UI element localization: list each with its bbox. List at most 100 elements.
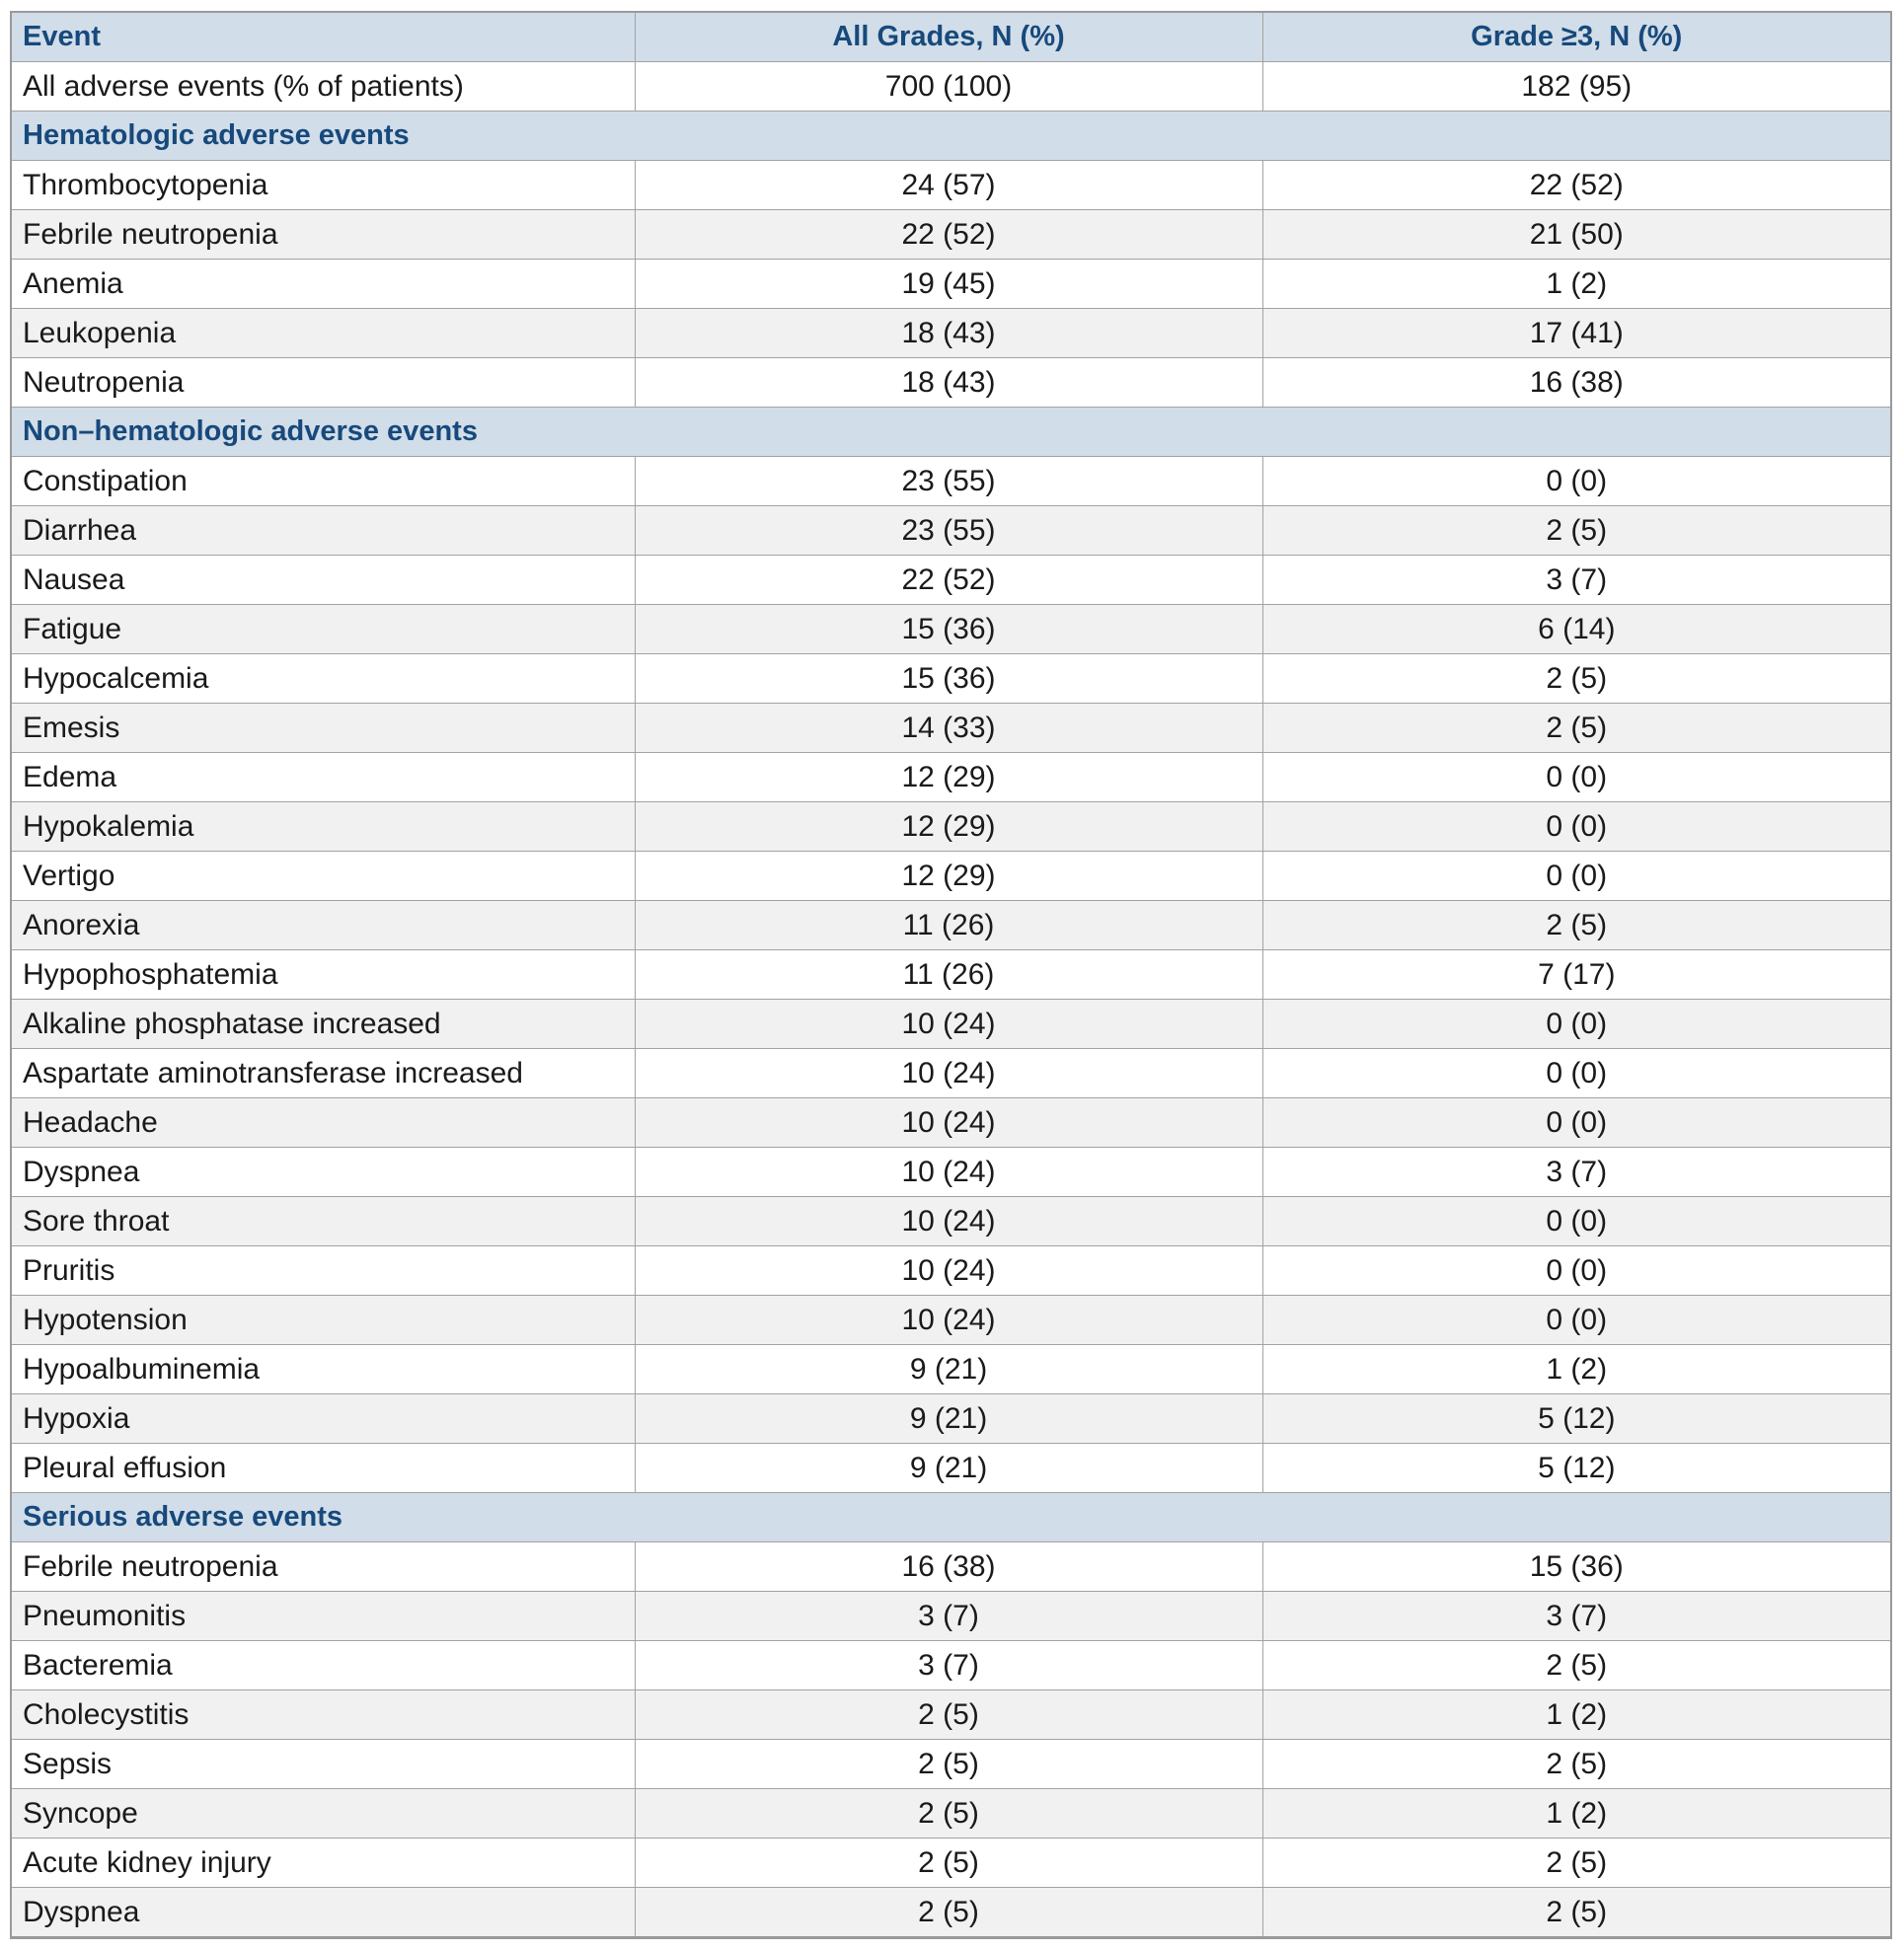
table-row: Cholecystitis 2 (5) 1 (2) — [11, 1689, 1891, 1740]
event-cell: Dyspnea — [11, 1887, 635, 1938]
event-cell: Sepsis — [11, 1739, 635, 1789]
all-grades-cell: 2 (5) — [634, 1689, 1262, 1740]
table-row: Febrile neutropenia 16 (38) 15 (36) — [11, 1541, 1891, 1592]
grade3-cell: 3 (7) — [1261, 555, 1891, 605]
event-cell: Nausea — [11, 555, 635, 605]
table-row: All adverse events (% of patients) 700 (1… — [11, 61, 1891, 112]
all-grades-cell: 12 (29) — [634, 752, 1262, 802]
grade3-cell: 7 (17) — [1261, 949, 1891, 1000]
table-row: Dyspnea 10 (24) 3 (7) — [11, 1147, 1891, 1197]
all-grades-cell: 16 (38) — [634, 1541, 1262, 1592]
table-row: Alkaline phosphatase increased 10 (24) 0 (… — [11, 999, 1891, 1049]
table-row: Pruritis 10 (24) 0 (0) — [11, 1245, 1891, 1296]
event-cell: Vertigo — [11, 851, 635, 901]
all-grades-cell: 10 (24) — [634, 1147, 1262, 1197]
table-row: Emesis 14 (33) 2 (5) — [11, 703, 1891, 753]
all-grades-cell: 14 (33) — [634, 703, 1262, 753]
event-cell: Thrombocytopenia — [11, 160, 635, 210]
grade3-cell: 2 (5) — [1261, 1739, 1891, 1789]
grade3-cell: 0 (0) — [1261, 752, 1891, 802]
table-row: Vertigo 12 (29) 0 (0) — [11, 851, 1891, 901]
grade3-cell: 1 (2) — [1261, 1788, 1891, 1838]
event-cell: Aspartate aminotransferase increased — [11, 1048, 635, 1098]
grade3-cell: 2 (5) — [1261, 1838, 1891, 1888]
event-cell: Sore throat — [11, 1196, 635, 1246]
all-grades-cell: 10 (24) — [634, 1097, 1262, 1148]
all-grades-cell: 22 (52) — [634, 555, 1262, 605]
all-grades-cell: 9 (21) — [634, 1393, 1262, 1444]
grade3-cell: 1 (2) — [1261, 1689, 1891, 1740]
grade3-cell: 22 (52) — [1261, 160, 1891, 210]
table-row: Hypocalcemia 15 (36) 2 (5) — [11, 653, 1891, 704]
all-grades-cell: 2 (5) — [634, 1887, 1262, 1938]
all-grades-cell: 15 (36) — [634, 653, 1262, 704]
grade3-cell: 3 (7) — [1261, 1147, 1891, 1197]
grade3-cell: 6 (14) — [1261, 604, 1891, 654]
all-grades-cell: 22 (52) — [634, 209, 1262, 260]
section-title: Hematologic adverse events — [11, 111, 1891, 161]
table-row: Sore throat 10 (24) 0 (0) — [11, 1196, 1891, 1246]
event-cell: Neutropenia — [11, 357, 635, 408]
all-grades-cell: 18 (43) — [634, 308, 1262, 358]
all-grades-cell: 15 (36) — [634, 604, 1262, 654]
table-header-row: Event All Grades, N (%) Grade ≥3, N (%) — [11, 11, 1891, 62]
all-grades-cell: 12 (29) — [634, 851, 1262, 901]
event-cell: All adverse events (% of patients) — [11, 61, 635, 112]
event-cell: Pleural effusion — [11, 1443, 635, 1493]
table-row: Constipation 23 (55) 0 (0) — [11, 456, 1891, 506]
table-row: Headache 10 (24) 0 (0) — [11, 1097, 1891, 1148]
all-grades-cell: 9 (21) — [634, 1443, 1262, 1493]
grade3-cell: 2 (5) — [1261, 505, 1891, 556]
table-row: Neutropenia 18 (43) 16 (38) — [11, 357, 1891, 408]
grade3-cell: 16 (38) — [1261, 357, 1891, 408]
table-row: Pneumonitis 3 (7) 3 (7) — [11, 1591, 1891, 1641]
event-cell: Hypophosphatemia — [11, 949, 635, 1000]
grade3-cell: 2 (5) — [1261, 1887, 1891, 1938]
grade3-cell: 0 (0) — [1261, 1245, 1891, 1296]
table-row: Dyspnea 2 (5) 2 (5) — [11, 1887, 1891, 1938]
all-grades-cell: 3 (7) — [634, 1591, 1262, 1641]
table-row: Hypokalemia 12 (29) 0 (0) — [11, 801, 1891, 852]
all-grades-cell: 10 (24) — [634, 1245, 1262, 1296]
grade3-cell: 1 (2) — [1261, 1344, 1891, 1394]
event-cell: Pneumonitis — [11, 1591, 635, 1641]
all-grades-cell: 10 (24) — [634, 1295, 1262, 1345]
grade3-cell: 182 (95) — [1261, 61, 1891, 112]
grade3-cell: 0 (0) — [1261, 851, 1891, 901]
table-row: Thrombocytopenia 24 (57) 22 (52) — [11, 160, 1891, 210]
event-cell: Hypoxia — [11, 1393, 635, 1444]
table-row: Hypoalbuminemia 9 (21) 1 (2) — [11, 1344, 1891, 1394]
all-grades-cell: 2 (5) — [634, 1739, 1262, 1789]
all-grades-cell: 2 (5) — [634, 1838, 1262, 1888]
event-cell: Hypoalbuminemia — [11, 1344, 635, 1394]
event-cell: Hypocalcemia — [11, 653, 635, 704]
table-row: Febrile neutropenia 22 (52) 21 (50) — [11, 209, 1891, 260]
all-grades-cell: 9 (21) — [634, 1344, 1262, 1394]
event-cell: Syncope — [11, 1788, 635, 1838]
event-cell: Fatigue — [11, 604, 635, 654]
adverse-events-table: Event All Grades, N (%) Grade ≥3, N (%) … — [10, 11, 1892, 1939]
event-cell: Leukopenia — [11, 308, 635, 358]
all-grades-cell: 10 (24) — [634, 999, 1262, 1049]
grade3-cell: 0 (0) — [1261, 456, 1891, 506]
section-header-row: Serious adverse events — [11, 1492, 1891, 1542]
column-header-all-grades: All Grades, N (%) — [634, 11, 1262, 62]
table-row: Anorexia 11 (26) 2 (5) — [11, 900, 1891, 950]
all-grades-cell: 24 (57) — [634, 160, 1262, 210]
grade3-cell: 0 (0) — [1261, 1196, 1891, 1246]
grade3-cell: 15 (36) — [1261, 1541, 1891, 1592]
table-row: Nausea 22 (52) 3 (7) — [11, 555, 1891, 605]
table-body: All adverse events (% of patients) 700 (1… — [11, 61, 1891, 1938]
column-header-event: Event — [11, 11, 635, 62]
grade3-cell: 5 (12) — [1261, 1393, 1891, 1444]
grade3-cell: 0 (0) — [1261, 1048, 1891, 1098]
grade3-cell: 0 (0) — [1261, 1097, 1891, 1148]
table-row: Sepsis 2 (5) 2 (5) — [11, 1739, 1891, 1789]
section-header-row: Non–hematologic adverse events — [11, 407, 1891, 457]
event-cell: Headache — [11, 1097, 635, 1148]
event-cell: Alkaline phosphatase increased — [11, 999, 635, 1049]
grade3-cell: 2 (5) — [1261, 653, 1891, 704]
all-grades-cell: 11 (26) — [634, 900, 1262, 950]
table-row: Acute kidney injury 2 (5) 2 (5) — [11, 1838, 1891, 1888]
